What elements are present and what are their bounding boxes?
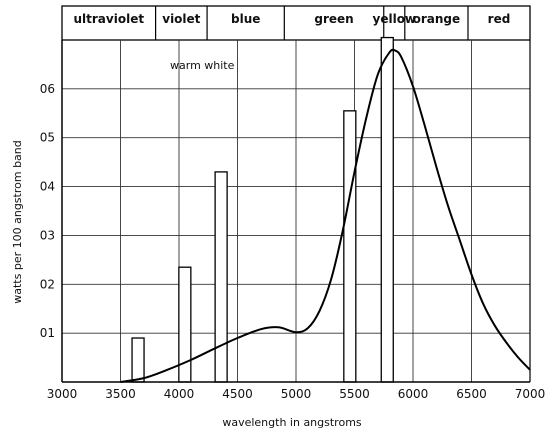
y-tick-labels: 01 02 03 04 05 06 [40, 82, 55, 340]
band-label-orange: orange [413, 12, 461, 26]
emission-line-bar [343, 110, 357, 383]
x-tick-label: 5500 [339, 387, 370, 401]
band-label-violet: violet [162, 12, 200, 26]
x-tick-label: 6000 [398, 387, 429, 401]
y-tick-label: 01 [40, 326, 55, 340]
x-tick-label: 4500 [222, 387, 253, 401]
y-tick-label: 02 [40, 277, 55, 291]
y-tick-label: 03 [40, 228, 55, 242]
axes [61, 40, 531, 383]
y-axis-title: watts per 100 angstrom band [11, 140, 24, 304]
x-tick-label: 7000 [515, 387, 546, 401]
y-tick-label: 06 [40, 82, 55, 96]
band-label-green: green [314, 12, 353, 26]
band-label-red: red [488, 12, 511, 26]
y-tick-label: 05 [40, 131, 55, 145]
band-label-blue: blue [231, 12, 260, 26]
y-tick-label: 04 [40, 180, 55, 194]
x-tick-label: 6500 [456, 387, 487, 401]
x-tick-label: 3000 [47, 387, 78, 401]
emission-line-bar [214, 171, 228, 383]
emission-line-bar [131, 337, 145, 383]
x-tick-label: 4000 [164, 387, 195, 401]
x-tick-label: 5000 [281, 387, 312, 401]
x-tick-label: 3500 [105, 387, 136, 401]
annotation-warm-white: warm white [170, 59, 235, 72]
grid [62, 40, 530, 382]
x-axis-title: wavelength in angstroms [222, 416, 362, 429]
x-tick-labels: 3000 3500 4000 4500 5000 5500 6000 6500 7000 [47, 387, 546, 401]
band-label-yellow: yellow [373, 12, 417, 26]
band-label-ultraviolet: ultraviolet [74, 12, 145, 26]
emission-line-bar [380, 36, 394, 383]
spectral-curve [120, 48, 531, 383]
